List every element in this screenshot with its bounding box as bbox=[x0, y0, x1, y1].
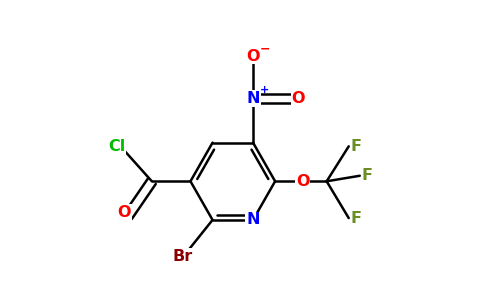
Text: O: O bbox=[118, 205, 131, 220]
Text: N: N bbox=[246, 91, 260, 106]
Text: N: N bbox=[246, 212, 260, 227]
Text: Cl: Cl bbox=[108, 139, 125, 154]
Text: F: F bbox=[350, 139, 362, 154]
Text: O: O bbox=[291, 91, 305, 106]
Text: F: F bbox=[350, 211, 362, 226]
Text: +: + bbox=[260, 85, 270, 95]
Text: F: F bbox=[362, 168, 373, 183]
Text: −: − bbox=[259, 42, 270, 55]
Text: O: O bbox=[246, 49, 260, 64]
Text: O: O bbox=[296, 174, 309, 189]
Text: Br: Br bbox=[173, 249, 193, 264]
